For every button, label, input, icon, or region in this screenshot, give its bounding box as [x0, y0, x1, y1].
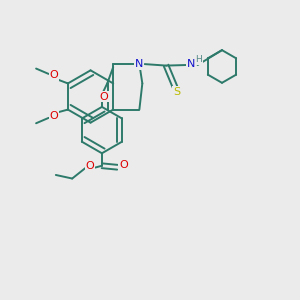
Text: O: O [85, 161, 94, 171]
Text: O: O [99, 92, 108, 101]
Text: O: O [119, 160, 128, 170]
Text: H: H [195, 55, 202, 64]
Text: S: S [173, 87, 180, 97]
Text: N: N [135, 59, 143, 69]
Text: N: N [187, 59, 195, 69]
Text: O: O [50, 70, 58, 80]
Text: O: O [50, 111, 58, 122]
